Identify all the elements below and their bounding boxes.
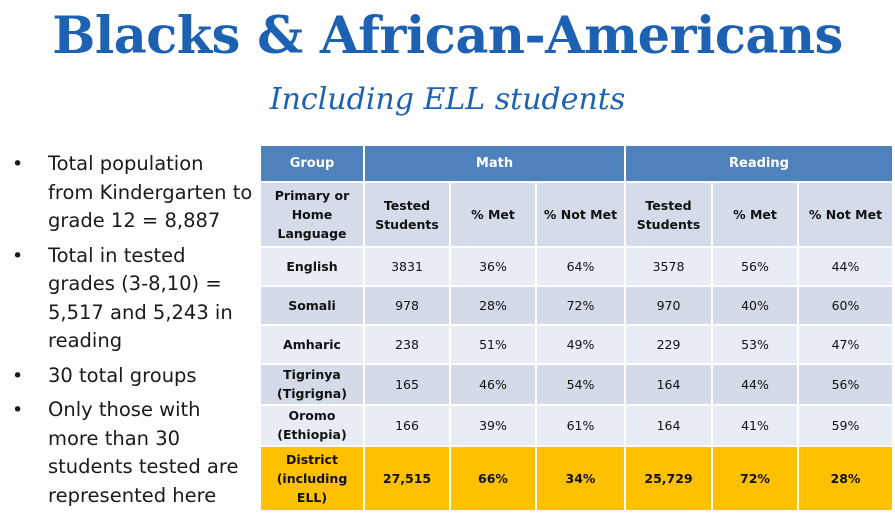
bullet-item: • Total population from Kindergarten to g…	[10, 150, 255, 236]
column-header: % Not Met	[535, 180, 626, 249]
table-cell: 49%	[535, 323, 626, 365]
group-header: Group	[259, 144, 365, 183]
bullet-dot-icon: •	[12, 364, 24, 387]
bullet-dot-icon: •	[12, 399, 24, 421]
bullet-dot-icon: •	[12, 153, 24, 175]
table-cell: 53%	[711, 323, 799, 365]
table-cell: Amharic	[259, 323, 365, 365]
table-cell: 28%	[449, 285, 537, 326]
column-header: % Met	[711, 180, 799, 249]
table-cell: 970	[624, 285, 713, 326]
table-cell: 41%	[711, 403, 799, 447]
column-header: Primary or Home Language	[259, 180, 365, 249]
bullet-item: • Total in tested grades (3-8,10) = 5,517…	[10, 242, 255, 356]
table-cell: 238	[363, 323, 451, 365]
slide-title: Blacks & African-Americans	[52, 6, 843, 66]
column-header: Tested Students	[363, 180, 451, 249]
table-cell: Tigrinya (Tigrigna)	[259, 362, 365, 406]
table-cell: 46%	[449, 362, 537, 406]
math-header: Math	[363, 144, 626, 183]
bullet-item: • 30 total groups	[10, 362, 255, 391]
bullet-text: 30 total groups	[48, 363, 197, 387]
table-cell: District (including ELL)	[259, 444, 365, 513]
table-row: Oromo (Ethiopia) 166 39% 61% 164 41% 59%	[259, 403, 894, 447]
table-cell: 61%	[535, 403, 626, 447]
bullet-text: Only those with more than 30 students te…	[48, 398, 239, 507]
table-cell: 47%	[797, 323, 894, 365]
bullet-text: Total population from Kindergarten to gr…	[48, 152, 253, 232]
slide-subtitle: Including ELL students	[269, 82, 626, 117]
bullet-list: • Total population from Kindergarten to g…	[10, 150, 255, 516]
table-cell: 164	[624, 403, 713, 447]
table-cell: 64%	[535, 246, 626, 288]
column-header: % Not Met	[797, 180, 894, 249]
table-row: Amharic 238 51% 49% 229 53% 47%	[259, 323, 894, 365]
table-cell: 72%	[535, 285, 626, 326]
table-row: English 3831 36% 64% 3578 56% 44%	[259, 246, 894, 288]
bullet-text: Total in tested grades (3-8,10) = 5,517 …	[48, 243, 233, 353]
table-cell: 28%	[797, 444, 894, 513]
table-cell: 44%	[797, 246, 894, 288]
table-cell: 27,515	[363, 444, 451, 513]
table-cell: 39%	[449, 403, 537, 447]
table-row: Tigrinya (Tigrigna) 165 46% 54% 164 44% …	[259, 362, 894, 406]
table-cell: 229	[624, 323, 713, 365]
column-header: Tested Students	[624, 180, 713, 249]
column-header: % Met	[449, 180, 537, 249]
table-cell: Oromo (Ethiopia)	[259, 403, 365, 447]
table-cell: 44%	[711, 362, 799, 406]
table-cell: 164	[624, 362, 713, 406]
table-cell: English	[259, 246, 365, 288]
table-cell: 51%	[449, 323, 537, 365]
table-cell: 34%	[535, 444, 626, 513]
table-cell: 166	[363, 403, 451, 447]
table-cell: 60%	[797, 285, 894, 326]
table-row: Somali 978 28% 72% 970 40% 60%	[259, 285, 894, 326]
table-cell: 36%	[449, 246, 537, 288]
table-cell: 59%	[797, 403, 894, 447]
table-cell: 56%	[711, 246, 799, 288]
table-cell: 3578	[624, 246, 713, 288]
table-cell: 165	[363, 362, 451, 406]
results-table: Group Math Reading Primary or Home Langu…	[259, 144, 894, 513]
table-cell: 25,729	[624, 444, 713, 513]
table-cell: Somali	[259, 285, 365, 326]
table-cell: 72%	[711, 444, 799, 513]
table-cell: 56%	[797, 362, 894, 406]
district-row: District (including ELL) 27,515 66% 34% …	[259, 444, 894, 513]
table-cell: 66%	[449, 444, 537, 513]
table-cell: 54%	[535, 362, 626, 406]
reading-header: Reading	[624, 144, 894, 183]
bullet-item: • Only those with more than 30 students t…	[10, 396, 255, 510]
table-cell: 40%	[711, 285, 799, 326]
bullet-dot-icon: •	[12, 244, 24, 267]
sub-header-row: Primary or Home Language Tested Students…	[259, 180, 894, 249]
table-cell: 3831	[363, 246, 451, 288]
table-cell: 978	[363, 285, 451, 326]
